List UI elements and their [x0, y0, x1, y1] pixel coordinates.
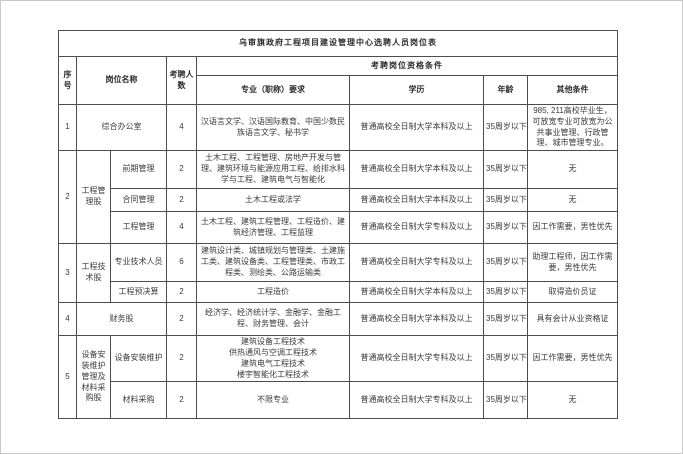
cell-age: 35周岁以下 [483, 188, 528, 213]
cell-serial: 1 [58, 103, 77, 152]
cell-count: 2 [166, 188, 197, 213]
cell-position-name: 工程预决算 [110, 281, 167, 304]
cell-position-group: 设备安装维护管理及材料采购股 [76, 335, 111, 420]
cell-count: 6 [166, 243, 197, 283]
cell-other: 助理工程师，因工作需要，男性优先 [527, 243, 618, 283]
cell-position-name: 财务股 [76, 302, 167, 337]
cell-count: 4 [166, 103, 197, 152]
cell-education: 普通高校全日制大学专科及以上 [349, 335, 484, 383]
cell-other: 因工作需要，男性优先 [527, 211, 618, 245]
cell-position-name: 工程管理 [110, 211, 167, 245]
cell-other: 985, 211高校毕业生，可放宽专业可放宽为公共事业管理、行政管理、城市管理专… [527, 103, 618, 152]
cell-major: 土木工程、工程管理、房地产开发与管理、建筑环境与能源应用工程、给排水科学与工程、… [196, 150, 350, 190]
cell-position-name: 综合办公室 [76, 103, 167, 152]
cell-major: 经济学、经济统计学、金融学、金融工程、财务管理、会计 [196, 302, 350, 337]
cell-age: 35周岁以下 [483, 281, 528, 304]
cell-education: 普通高校全日制大学本科及以上 [349, 150, 484, 190]
cell-education: 普通高校全日制大学专科及以上 [349, 243, 484, 283]
cell-major: 工程造价 [196, 281, 350, 304]
header-education: 学历 [349, 75, 484, 105]
cell-count: 4 [166, 211, 197, 245]
header-major: 专业（职称）要求 [196, 75, 350, 105]
header-count: 考聘人数 [166, 56, 197, 105]
cell-serial: 2 [58, 150, 77, 245]
cell-age: 35周岁以下 [483, 103, 528, 152]
table-title: 乌审旗政府工程项目建设管理中心选聘人员岗位表 [58, 30, 618, 57]
header-row-2: 专业（职称）要求 学历 年龄 其他条件 [59, 75, 618, 105]
cell-position-name: 前期管理 [110, 150, 167, 190]
table-row: 材料采购 2 不限专业 普通高校全日制大学专科及以上 35周岁以下 无 [59, 381, 618, 420]
cell-position-group: 工程技术股 [76, 243, 111, 304]
cell-education: 普通高校全日制大学本科及以上 [349, 103, 484, 152]
cell-other: 具有会计从业资格证 [527, 302, 618, 337]
cell-major: 建筑设备工程技术 供热通风与空调工程技术 建筑电气工程技术 楼宇智能化工程技术 [196, 335, 350, 383]
cell-education: 普通高校全日制大学专科及以上 [349, 211, 484, 245]
cell-count: 2 [166, 381, 197, 420]
table-row: 3 工程技术股 专业技术人员 6 建筑设计类、城镇规划与管理类、土建施工类、建筑… [58, 243, 618, 304]
cell-age: 35周岁以下 [483, 335, 528, 383]
job-positions-table: 乌审旗政府工程项目建设管理中心选聘人员岗位表 序号 岗位名称 考聘人数 考聘岗位… [58, 30, 618, 420]
cell-age: 35周岁以下 [483, 243, 528, 283]
cell-count: 2 [166, 302, 197, 337]
cell-count: 2 [166, 150, 197, 190]
cell-education: 普通高校全日制大学本科及以上 [349, 281, 484, 304]
cell-other: 无 [527, 150, 618, 190]
cell-serial: 4 [58, 302, 77, 337]
cell-count: 2 [166, 281, 197, 304]
cell-position-name: 合同管理 [110, 188, 167, 213]
cell-major: 建筑设计类、城镇规划与管理类、土建施工类、建筑设备类、工程管理类、市政工程类、测… [196, 243, 350, 283]
cell-other: 无 [527, 381, 618, 420]
cell-position-name: 设备安装维护 [110, 335, 167, 383]
cell-age: 35周岁以下 [483, 211, 528, 245]
cell-major: 汉语言文学、汉语国际教育、中国少数民族语言文学、秘书学 [196, 103, 350, 152]
cell-age: 35周岁以下 [483, 381, 528, 420]
cell-other: 取得造价员证 [527, 281, 618, 304]
cell-education: 普通高校全日制大学专科及以上 [349, 381, 484, 420]
cell-position-group: 工程管理股 [76, 150, 111, 245]
table-row: 2 工程管理股 前期管理 2 土木工程、工程管理、房地产开发与管理、建筑环境与能… [58, 150, 618, 245]
cell-age: 35周岁以下 [483, 150, 528, 190]
cell-position-name: 专业技术人员 [110, 243, 167, 283]
cell-major: 土木工程、建筑工程管理、工程造价、建筑经济管理、工程监理 [196, 211, 350, 245]
table-row: 5 设备安装维护管理及材料采购股 设备安装维护 2 建筑设备工程技术 供热通风与… [58, 335, 618, 420]
table-row: 1 综合办公室 4 汉语言文学、汉语国际教育、中国少数民族语言文学、秘书学 普通… [58, 103, 618, 152]
cell-education: 普通高校全日制大学本科及以上 [349, 302, 484, 337]
title-row: 乌审旗政府工程项目建设管理中心选聘人员岗位表 [58, 30, 618, 57]
cell-education: 普通高校全日制大学本科及以上 [349, 188, 484, 213]
header-age: 年龄 [483, 75, 528, 105]
header-qualifications: 考聘岗位资格条件 [196, 56, 618, 76]
table-row: 工程预决算 2 工程造价 普通高校全日制大学本科及以上 35周岁以下 取得造价员… [59, 281, 618, 304]
header-other: 其他条件 [527, 75, 618, 105]
cell-serial: 5 [58, 335, 77, 420]
table-row: 工程管理 4 土木工程、建筑工程管理、工程造价、建筑经济管理、工程监理 普通高校… [59, 211, 618, 245]
table-row: 合同管理 2 土木工程或法学 普通高校全日制大学本科及以上 35周岁以下 无 [59, 188, 618, 213]
cell-other: 无 [527, 188, 618, 213]
cell-position-name: 材料采购 [110, 381, 167, 420]
cell-major: 不限专业 [196, 381, 350, 420]
cell-serial: 3 [58, 243, 77, 304]
cell-major: 土木工程或法学 [196, 188, 350, 213]
table-row: 4 财务股 2 经济学、经济统计学、金融学、金融工程、财务管理、会计 普通高校全… [58, 302, 618, 337]
header-row-1: 序号 岗位名称 考聘人数 考聘岗位资格条件 [58, 56, 618, 105]
header-serial: 序号 [58, 56, 77, 105]
cell-other: 因工作需要，男性优先 [527, 335, 618, 383]
header-position-name: 岗位名称 [76, 56, 167, 105]
cell-count: 2 [166, 335, 197, 383]
cell-age: 35周岁以下 [483, 302, 528, 337]
